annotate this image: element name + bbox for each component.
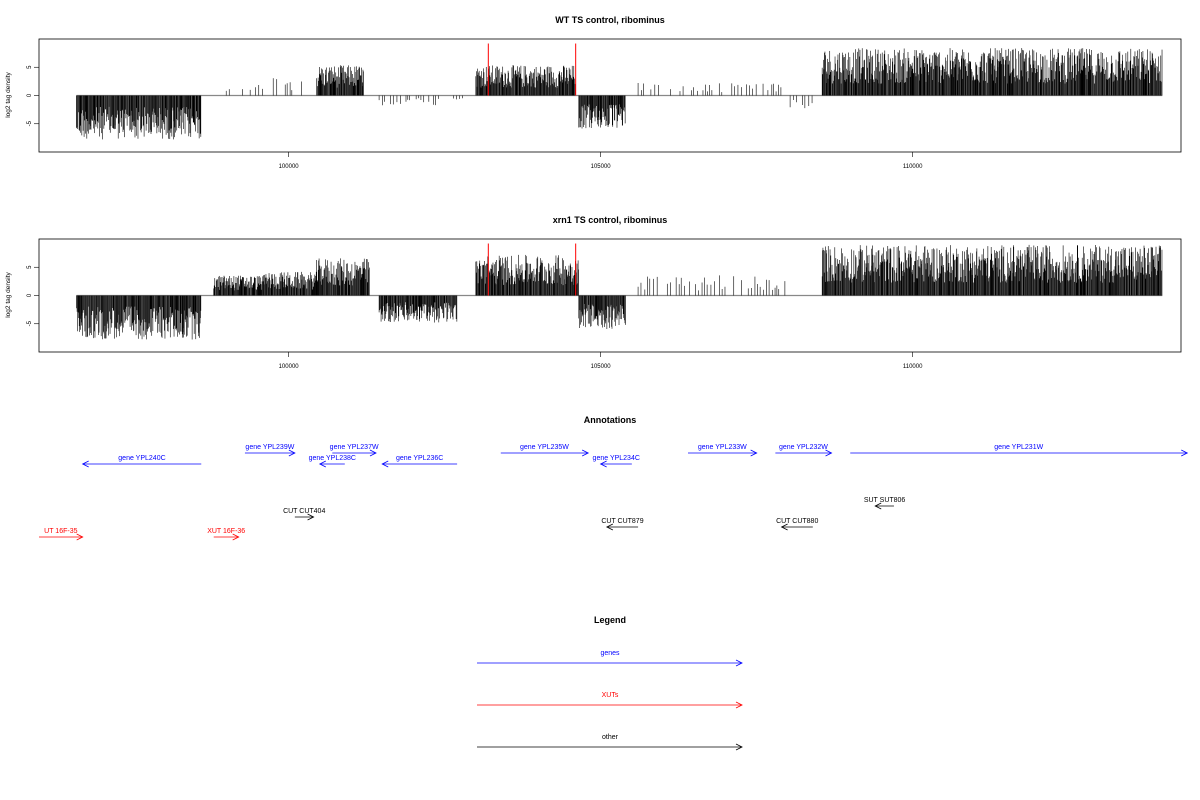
- legend-arrow-head: [735, 743, 743, 751]
- y-tick-label: 5: [27, 65, 33, 69]
- feature-label: gene YPL231W: [994, 444, 1043, 451]
- feature-label: CUT CUT880: [776, 518, 818, 525]
- y-tick-label: 0: [27, 93, 33, 97]
- feature-label: SUT SUT806: [864, 497, 906, 504]
- feature-label: gene YPL236C: [396, 455, 443, 462]
- annotations-title: Annotations: [584, 415, 637, 425]
- feature-arrow-head: [780, 523, 788, 531]
- feature-label: gene YPL237W: [330, 444, 379, 451]
- legend-arrow-head: [735, 659, 743, 667]
- y-tick-label: 5: [27, 265, 33, 269]
- panel-title: xrn1 TS control, ribominus: [553, 215, 668, 225]
- annotation-features: gene YPL240C gene YPL239W gene YPL237W gene…: [39, 444, 1189, 541]
- feature-arrow-head: [599, 460, 607, 468]
- annotation-feature: gene YPL231W: [850, 444, 1189, 457]
- y-axis-label: log2 tag density: [5, 271, 12, 317]
- y-tick-label: -5: [27, 120, 33, 126]
- annotation-feature: UT 16F-35: [39, 528, 84, 541]
- data-bars: [76, 43, 1163, 140]
- panel-wt: WT TS control, ribominus log2 tag densit…: [5, 15, 1182, 170]
- panel-xrn1: xrn1 TS control, ribominus log2 tag dens…: [5, 215, 1182, 370]
- legend-entry: genes: [477, 650, 743, 667]
- annotation-feature: gene YPL240C: [81, 455, 202, 468]
- feature-arrow-head: [874, 502, 882, 510]
- annotation-feature: gene YPL235W: [500, 444, 590, 457]
- feature-label: CUT CUT404: [283, 508, 325, 515]
- legend-title: Legend: [594, 615, 626, 625]
- annotation-feature: CUT CUT879: [601, 518, 644, 531]
- legend-entry: other: [477, 734, 743, 751]
- feature-label: gene YPL234C: [593, 455, 640, 462]
- feature-arrow-head: [288, 449, 296, 457]
- annotation-feature: gene YPL237W: [330, 444, 379, 457]
- feature-arrow-head: [318, 460, 326, 468]
- y-tick-label: 0: [27, 293, 33, 297]
- feature-label: gene YPL238C: [309, 455, 356, 462]
- annotation-feature: gene YPL239W: [244, 444, 296, 457]
- feature-arrow-head: [381, 460, 389, 468]
- feature-label: gene YPL233W: [698, 444, 747, 451]
- legend-arrow-head: [735, 701, 743, 709]
- data-bars: [76, 243, 1163, 340]
- legend-entries: genes XUTs other: [477, 650, 743, 751]
- annotation-feature: gene YPL232W: [775, 444, 833, 457]
- feature-label: gene YPL232W: [779, 444, 828, 451]
- x-tick-label: 110000: [903, 364, 923, 370]
- annotation-feature: XUT 16F-36: [207, 528, 245, 541]
- feature-label: gene YPL239W: [245, 444, 294, 451]
- feature-arrow-head: [581, 449, 590, 457]
- legend-label: genes: [600, 650, 620, 657]
- legend: Legend genes XUTs other: [477, 615, 743, 751]
- x-tick-label: 105000: [591, 364, 612, 370]
- y-tick-label: -5: [27, 320, 33, 326]
- legend-label: other: [602, 734, 619, 741]
- y-axis-label: log2 tag density: [5, 71, 12, 117]
- x-tick-label: 100000: [279, 164, 300, 170]
- feature-arrow-head: [1181, 449, 1189, 457]
- feature-label: gene YPL240C: [118, 455, 165, 462]
- x-tick-label: 110000: [903, 164, 923, 170]
- annotation-feature: gene YPL238C: [309, 455, 356, 468]
- legend-label: XUTs: [602, 692, 619, 699]
- panel-title: WT TS control, ribominus: [555, 15, 665, 25]
- feature-arrow-head: [825, 449, 833, 457]
- feature-arrow-head: [81, 460, 89, 468]
- feature-arrow-head: [750, 449, 758, 457]
- axis-ticks: 100000 105000 110000 -5 0 5: [27, 265, 923, 370]
- annotation-feature: CUT CUT404: [283, 508, 325, 521]
- feature-arrow-head: [76, 533, 84, 541]
- feature-label: gene YPL235W: [520, 444, 569, 451]
- feature-arrow-head: [605, 523, 614, 531]
- feature-arrow-head: [232, 533, 240, 541]
- annotation-feature: gene YPL233W: [688, 444, 758, 457]
- annotation-feature: CUT CUT880: [776, 518, 818, 531]
- annotation-feature: SUT SUT806: [864, 497, 906, 510]
- legend-entry: XUTs: [477, 692, 743, 709]
- feature-label: CUT CUT879: [601, 518, 643, 525]
- x-tick-label: 100000: [279, 364, 300, 370]
- x-tick-label: 105000: [591, 164, 612, 170]
- annotation-feature: gene YPL236C: [381, 455, 458, 468]
- axis-ticks: 100000 105000 110000 -5 0 5: [27, 65, 923, 170]
- feature-arrow-head: [369, 449, 377, 457]
- feature-arrow-head: [307, 513, 315, 521]
- annotation-feature: gene YPL234C: [593, 455, 640, 468]
- feature-label: UT 16F-35: [44, 528, 77, 535]
- feature-label: XUT 16F-36: [207, 528, 245, 535]
